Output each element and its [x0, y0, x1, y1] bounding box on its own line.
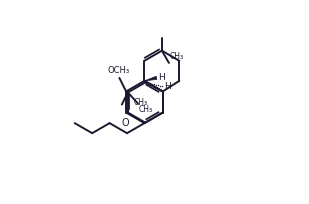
- Text: H: H: [158, 73, 165, 82]
- Text: OCH₃: OCH₃: [107, 66, 129, 75]
- Text: CH₃: CH₃: [134, 99, 148, 108]
- Polygon shape: [144, 76, 157, 81]
- Text: CH₃: CH₃: [170, 52, 184, 61]
- Text: CH₃: CH₃: [139, 104, 153, 113]
- Text: O: O: [122, 118, 129, 128]
- Text: H: H: [164, 82, 171, 91]
